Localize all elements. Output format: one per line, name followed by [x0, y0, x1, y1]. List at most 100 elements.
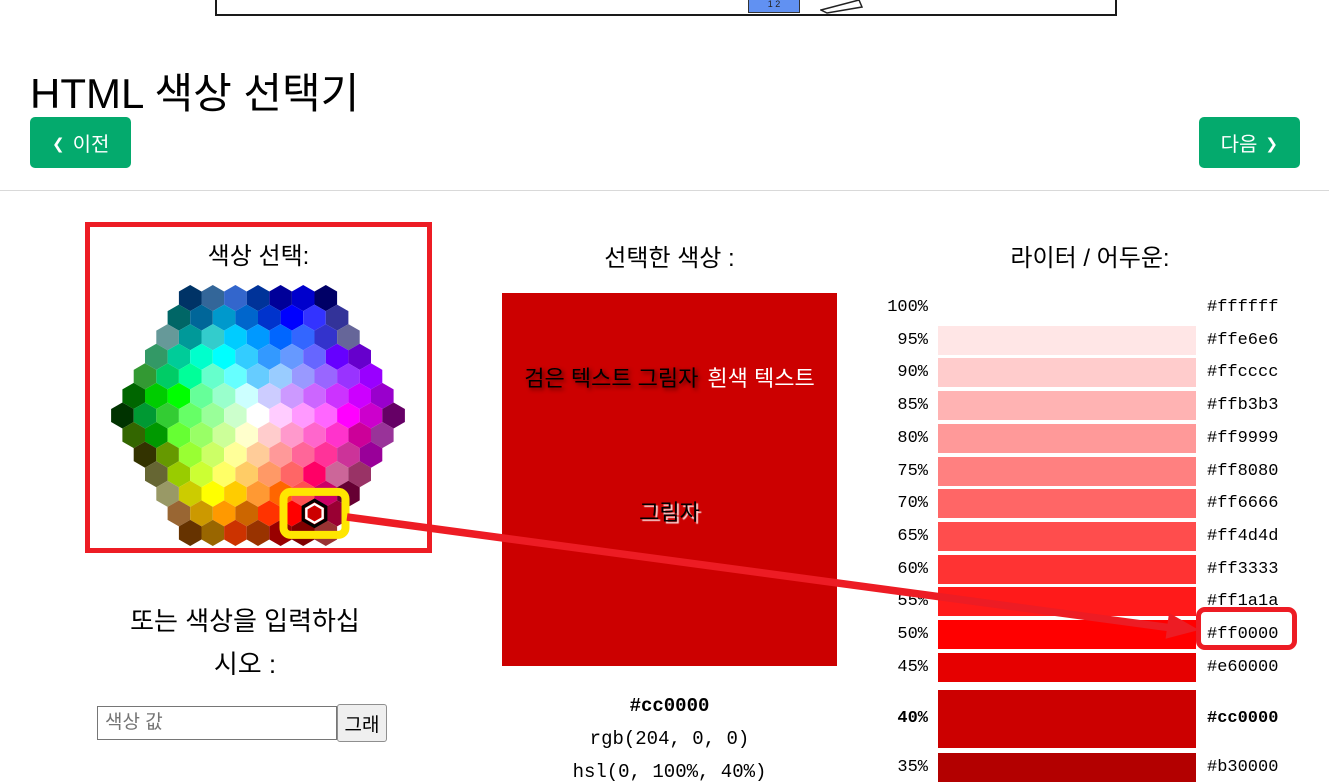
hex-color-cell[interactable]	[201, 480, 225, 507]
hex-color-cell[interactable]	[178, 402, 202, 429]
hex-color-cell[interactable]	[235, 304, 258, 331]
hex-color-cell[interactable]	[201, 363, 225, 390]
hex-color-cell[interactable]	[337, 402, 360, 429]
hex-color-cell[interactable]	[314, 363, 338, 390]
hex-color-cell[interactable]	[280, 461, 304, 488]
hex-color-cell[interactable]	[201, 441, 225, 468]
hex-color-cell[interactable]	[178, 480, 202, 507]
hex-color-cell[interactable]	[156, 363, 179, 390]
hex-color-cell[interactable]	[314, 285, 338, 312]
hex-color-cell[interactable]	[145, 382, 168, 409]
hex-color-cell[interactable]	[258, 500, 281, 527]
next-button[interactable]: 다음 ❯	[1198, 117, 1300, 168]
hex-color-cell[interactable]	[167, 304, 191, 331]
hex-color-cell[interactable]	[122, 382, 145, 409]
hex-color-cell[interactable]	[269, 285, 292, 312]
hex-color-cell[interactable]	[212, 461, 236, 488]
hex-color-cell[interactable]	[269, 402, 292, 429]
color-value-input[interactable]	[97, 706, 337, 740]
hex-color-cell[interactable]	[325, 382, 349, 409]
hex-color-cell[interactable]	[201, 324, 225, 351]
hex-color-cell[interactable]	[337, 441, 360, 468]
hex-color-cell[interactable]	[246, 285, 270, 312]
hex-color-cell[interactable]	[303, 382, 326, 409]
hex-color-cell[interactable]	[190, 422, 213, 449]
hex-color-cell[interactable]	[190, 382, 213, 409]
hex-color-cell[interactable]	[178, 363, 202, 390]
hex-color-cell[interactable]	[246, 519, 270, 546]
hex-color-cell[interactable]	[167, 422, 191, 449]
hex-color-cell[interactable]	[190, 461, 213, 488]
hex-color-cell[interactable]	[325, 304, 349, 331]
hex-color-cell[interactable]	[235, 422, 258, 449]
hex-color-cell[interactable]	[291, 285, 315, 312]
hex-color-cell[interactable]	[178, 519, 202, 546]
hex-color-cell[interactable]	[269, 363, 292, 390]
hex-colormap[interactable]	[108, 285, 408, 548]
hex-color-cell[interactable]	[303, 461, 326, 488]
hex-color-cell[interactable]	[212, 382, 236, 409]
hex-color-cell[interactable]	[212, 304, 236, 331]
hex-color-cell[interactable]	[133, 363, 157, 390]
hex-color-cell[interactable]	[167, 461, 191, 488]
hex-color-cell[interactable]	[122, 422, 145, 449]
hex-color-cell[interactable]	[382, 402, 405, 429]
hex-color-cell[interactable]	[337, 324, 360, 351]
hex-color-cell[interactable]	[190, 500, 213, 527]
hex-color-cell[interactable]	[280, 422, 304, 449]
hex-color-cell[interactable]	[224, 441, 247, 468]
hex-color-cell[interactable]	[246, 441, 270, 468]
hex-color-cell[interactable]	[178, 324, 202, 351]
hex-color-cell[interactable]	[178, 441, 202, 468]
hex-color-cell[interactable]	[167, 382, 191, 409]
hex-color-cell[interactable]	[246, 363, 270, 390]
hex-color-cell[interactable]	[178, 285, 202, 312]
hex-color-cell[interactable]	[269, 441, 292, 468]
hex-color-cell[interactable]	[133, 402, 157, 429]
hex-color-cell[interactable]	[303, 422, 326, 449]
hex-color-cell[interactable]	[145, 461, 168, 488]
hex-color-cell[interactable]	[246, 324, 270, 351]
hex-color-cell[interactable]	[314, 402, 338, 429]
hex-color-cell[interactable]	[145, 422, 168, 449]
hex-color-cell[interactable]	[303, 304, 326, 331]
hex-color-cell[interactable]	[235, 343, 258, 370]
hex-color-cell[interactable]	[246, 402, 270, 429]
hex-color-cell[interactable]	[235, 382, 258, 409]
hex-color-cell[interactable]	[280, 343, 304, 370]
hex-color-cell[interactable]	[269, 324, 292, 351]
hex-color-cell[interactable]	[235, 500, 258, 527]
hex-color-cell[interactable]	[348, 343, 371, 370]
hex-color-cell[interactable]	[325, 343, 349, 370]
hex-color-cell[interactable]	[167, 343, 191, 370]
hex-color-cell[interactable]	[190, 304, 213, 331]
hex-color-cell[interactable]	[201, 402, 225, 429]
hex-color-cell[interactable]	[156, 480, 179, 507]
hex-color-cell[interactable]	[348, 422, 371, 449]
hex-color-cell[interactable]	[314, 324, 338, 351]
hex-color-cell[interactable]	[156, 324, 179, 351]
hex-color-cell[interactable]	[258, 304, 281, 331]
hex-color-cell[interactable]	[291, 402, 315, 429]
hex-color-cell[interactable]	[224, 402, 247, 429]
hex-color-cell[interactable]	[167, 500, 191, 527]
hex-color-cell[interactable]	[314, 441, 338, 468]
hex-color-cell[interactable]	[280, 382, 304, 409]
hex-color-cell[interactable]	[224, 480, 247, 507]
hex-color-cell[interactable]	[258, 343, 281, 370]
hex-color-cell[interactable]	[212, 422, 236, 449]
hex-color-cell[interactable]	[280, 304, 304, 331]
submit-color-button[interactable]: 그래	[337, 704, 387, 742]
hex-color-cell[interactable]	[133, 441, 157, 468]
hex-color-cell[interactable]	[224, 519, 247, 546]
hex-color-cell[interactable]	[212, 500, 236, 527]
hex-color-cell[interactable]	[156, 441, 179, 468]
hex-color-cell[interactable]	[201, 285, 225, 312]
hex-color-cell[interactable]	[291, 324, 315, 351]
hex-color-cell[interactable]	[224, 324, 247, 351]
hex-color-cell[interactable]	[111, 402, 134, 429]
hex-color-cell[interactable]	[348, 461, 371, 488]
hex-color-cell[interactable]	[359, 402, 383, 429]
hex-color-cell[interactable]	[190, 343, 213, 370]
hex-color-cell[interactable]	[371, 382, 394, 409]
